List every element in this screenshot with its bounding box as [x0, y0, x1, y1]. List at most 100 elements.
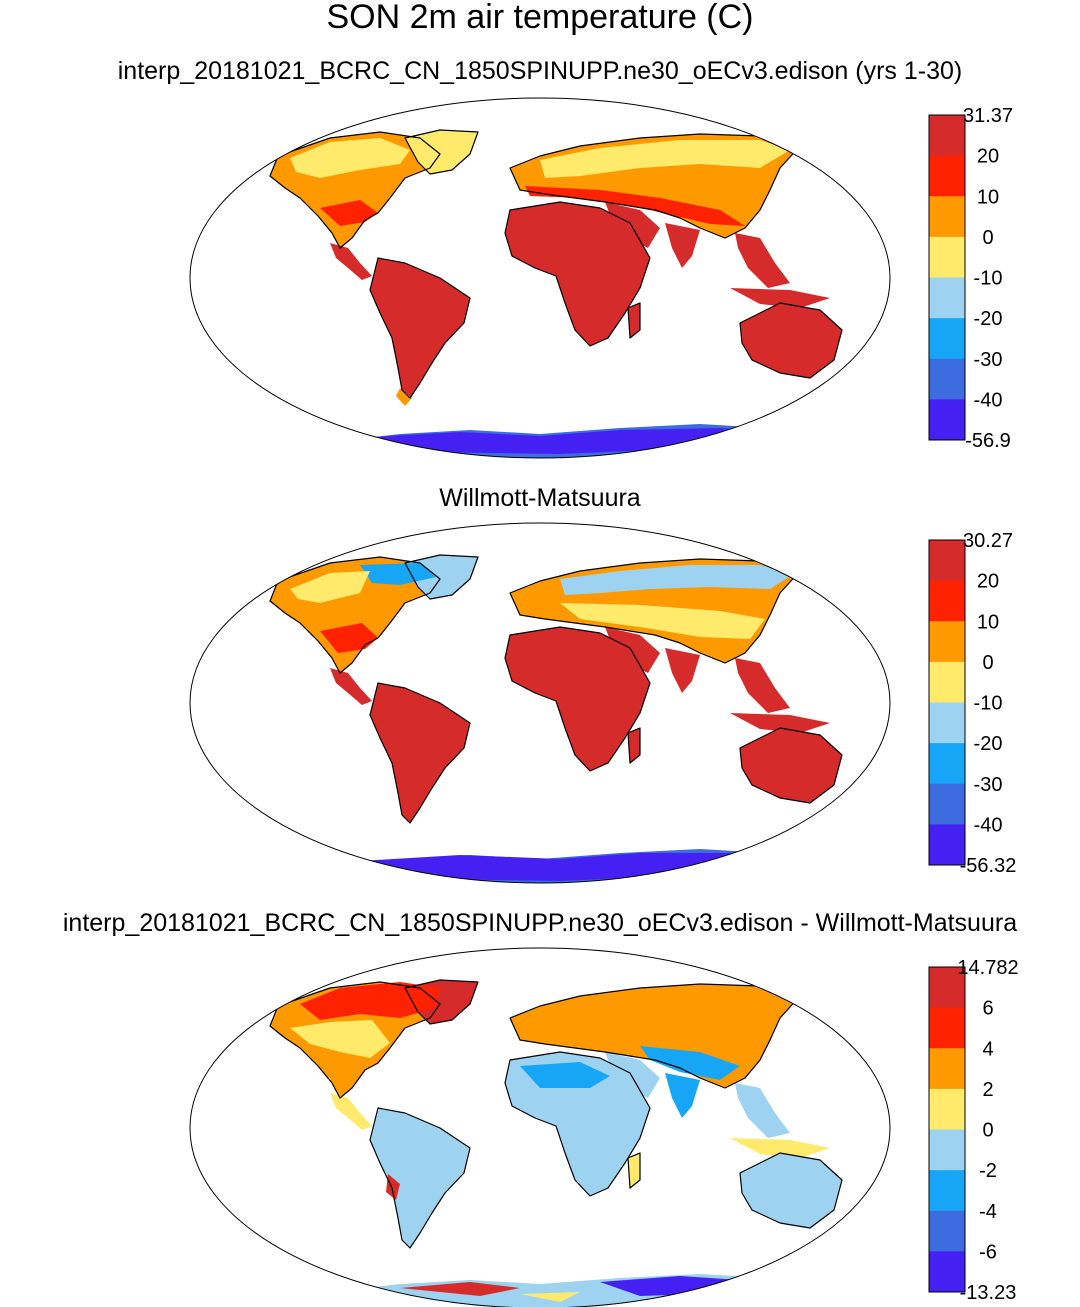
colorbar-swatch: [929, 196, 965, 238]
map-panel-1: [189, 97, 891, 459]
region-band-2: [540, 140, 790, 178]
colorbar-label: -2: [979, 1160, 997, 1182]
colorbar-label: 14.782: [957, 957, 1018, 979]
land-indonesia: [730, 288, 830, 308]
region-band-2: [290, 1020, 390, 1058]
coastline-europeAsia: [509, 558, 801, 664]
colorbar-label: 0: [982, 1120, 993, 1142]
colorbar-2: 30.27 20 10 0 -10 -20 -30 -40 -56.32: [928, 530, 1016, 877]
colorbar-label: -20: [974, 733, 1003, 755]
colorbar-label: 6: [982, 998, 993, 1020]
colorbar-label: 0: [982, 227, 993, 249]
panel-title-difference: interp_20181021_BCRC_CN_1850SPINUPP.ne30…: [62, 909, 1018, 937]
land-australia: [740, 728, 842, 803]
region-band-2: [560, 565, 795, 595]
colorbar-label: 10: [977, 186, 999, 208]
region-band-6: [520, 1062, 610, 1088]
coastline-madagascar: [627, 302, 641, 339]
region-band-3: [320, 200, 378, 226]
map-content: [190, 523, 890, 883]
coastline-australia: [739, 727, 843, 804]
land-indonesia: [730, 1138, 830, 1158]
map-boundary: [189, 522, 891, 884]
colorbar-label: 31.37: [963, 105, 1013, 127]
colorbar-label: 20: [977, 571, 999, 593]
region-band-1: [360, 563, 436, 585]
colorbar-frame: [928, 114, 966, 441]
colorbar-label: 10: [977, 611, 999, 633]
coastline-australia: [739, 1152, 843, 1229]
map-panel-3: [189, 947, 891, 1307]
colorbar-swatch: [929, 743, 965, 785]
colorbar-label: 4: [982, 1038, 993, 1060]
colorbar-swatch: [929, 824, 965, 866]
map-boundary: [189, 947, 891, 1307]
land-africa: [505, 202, 650, 346]
colorbar-swatch: [929, 967, 965, 1009]
land-arabia: [605, 202, 660, 248]
land-madagascar: [628, 303, 640, 338]
colorbar-1: 31.37 20 10 0 -10 -20 -30 -40 -56.9: [928, 105, 1013, 452]
map-boundary: [189, 97, 891, 459]
colorbar-label: -40: [974, 814, 1003, 836]
panel-title-observation: Willmott-Matsuura: [439, 484, 641, 512]
land-centralAm: [330, 243, 372, 280]
land-centralAm: [330, 1093, 372, 1130]
colorbar-label: 2: [982, 1079, 993, 1101]
coastline-greenland: [404, 979, 479, 1025]
land-australia: [740, 1153, 842, 1228]
colorbar-label: -10: [974, 693, 1003, 715]
coastline-southAmerica: [369, 1107, 471, 1249]
land-africa: [505, 627, 650, 771]
land-indonesia: [730, 713, 830, 733]
region-band-6: [396, 388, 412, 406]
land-southAmerica: [370, 683, 470, 823]
colorbar-swatch: [929, 236, 965, 278]
colorbar-swatch: [929, 1129, 965, 1171]
colorbar-swatch: [929, 399, 965, 441]
region-band-3: [540, 990, 790, 1032]
colorbar-swatch: [929, 540, 965, 582]
land-centralAm: [330, 668, 372, 705]
land-southAmerica: [370, 1108, 470, 1248]
colorbar-label: 20: [977, 146, 999, 168]
region-band-4: [525, 186, 745, 226]
coastline-southAmerica: [369, 257, 471, 399]
colorbar-label: -30: [974, 349, 1003, 371]
coastline-africa: [504, 626, 651, 772]
region-band-5: [320, 623, 378, 653]
land-seAsia: [735, 658, 790, 713]
land-southAmerica: [370, 258, 470, 398]
colorbar-swatch: [929, 1048, 965, 1090]
region-band-9: [520, 1292, 580, 1302]
coastline-africa: [504, 1051, 651, 1197]
land-india: [665, 223, 700, 268]
colorbar-label: -4: [979, 1201, 997, 1223]
colorbar-swatch: [929, 1170, 965, 1212]
region-band-1: [300, 982, 440, 1020]
land-madagascar: [628, 1153, 640, 1188]
land-india: [665, 648, 700, 693]
colorbar-frame: [928, 539, 966, 866]
map-content: [190, 948, 890, 1307]
colorbar-label: -10: [974, 268, 1003, 290]
region-band-1: [290, 138, 410, 178]
land-arabia: [605, 1052, 660, 1098]
coastline-africa: [504, 201, 651, 347]
colorbar-swatch: [929, 155, 965, 197]
region-band-4: [640, 1046, 740, 1080]
colorbar-swatch: [929, 580, 965, 622]
colorbar-label: -30: [974, 774, 1003, 796]
colorbar-swatch: [929, 702, 965, 744]
land-arabia: [605, 627, 660, 673]
colorbar-label: -56.9: [965, 430, 1011, 452]
colorbar-swatch: [929, 783, 965, 825]
map-panel-2: [189, 522, 891, 884]
coastline-southAmerica: [369, 682, 471, 824]
colorbar-label: 0: [982, 652, 993, 674]
coastline-northAmerica: [269, 131, 441, 249]
land-australia: [740, 303, 842, 378]
panel-title-model: interp_20181021_BCRC_CN_1850SPINUPP.ne30…: [117, 57, 963, 85]
colorbar-swatch: [929, 358, 965, 400]
colorbar-label: -20: [974, 308, 1003, 330]
